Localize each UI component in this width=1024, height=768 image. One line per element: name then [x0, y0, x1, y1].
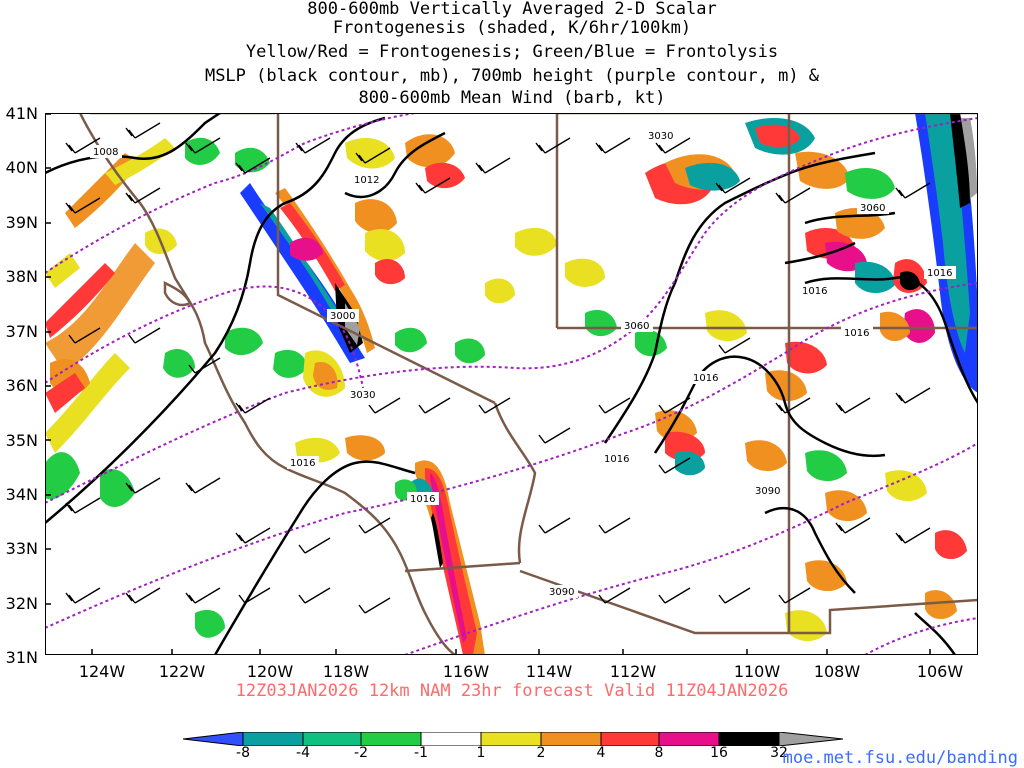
height-label: 3000 — [330, 311, 355, 322]
mslp-label: 1016 — [844, 328, 869, 339]
lon-label-108w: 108W — [813, 662, 861, 681]
lat-label-38n: 38N — [5, 267, 38, 286]
mslp-label: 1016 — [802, 286, 827, 297]
credit-url: moe.met.fsu.edu/banding — [782, 748, 1018, 768]
lon-label-112w: 112W — [609, 662, 657, 681]
political-borders — [78, 113, 978, 655]
lon-label-110w: 110W — [733, 662, 781, 681]
wind-barbs — [65, 122, 931, 614]
lon-label-114w: 114W — [525, 662, 573, 681]
colorbar-left-arrow — [183, 732, 244, 746]
title-line-4: MSLP (black contour, mb), 700mb height (… — [204, 66, 820, 86]
colorbar-swatch — [480, 732, 542, 746]
mslp-label: 1012 — [354, 175, 379, 186]
title-line-2: Frontogenesis (shaded, K/6hr/100km) — [332, 18, 692, 38]
height-label: 3030 — [350, 390, 375, 401]
height-label: 3060 — [624, 321, 649, 332]
title-line-5: 800-600mb Mean Wind (barb, kt) — [358, 88, 666, 108]
colorbar-label: 2 — [536, 745, 546, 761]
colorbar-swatch — [718, 732, 780, 746]
colorbar-label: -1 — [414, 745, 428, 761]
colorbar-label: -2 — [354, 745, 368, 761]
colorbar-swatch — [302, 732, 362, 746]
lat-label-31n: 31N — [5, 648, 38, 667]
frontogenesis-shading — [45, 113, 978, 655]
frontogenesis-map: 1008 1012 1016 1016 1016 1016 1016 1016 … — [45, 113, 978, 655]
colorbar-swatch — [420, 732, 482, 746]
lon-label-122w: 122W — [158, 662, 206, 681]
colorbar-swatch — [360, 732, 422, 746]
lat-label-41n: 41N — [5, 104, 38, 123]
lat-label-36n: 36N — [5, 376, 38, 395]
lat-label-39n: 39N — [5, 213, 38, 232]
lat-label-34n: 34N — [5, 485, 38, 504]
mslp-label: 1016 — [604, 454, 629, 465]
colorbar-swatch — [600, 732, 660, 746]
colorbar-label: 4 — [596, 745, 606, 761]
mslp-label: 1016 — [693, 373, 718, 384]
height-label: 3090 — [549, 587, 574, 598]
colorbar-swatch — [658, 732, 720, 746]
colorbar-label: 32 — [770, 745, 788, 761]
lat-label-35n: 35N — [5, 431, 38, 450]
lat-label-37n: 37N — [5, 322, 38, 341]
mslp-label: 1016 — [290, 458, 315, 469]
mslp-label: 1008 — [93, 147, 118, 158]
colorbar-swatch — [540, 732, 602, 746]
lon-label-120w: 120W — [246, 662, 294, 681]
lat-label-32n: 32N — [5, 594, 38, 613]
colorbar-swatch — [242, 732, 304, 746]
height-label: 3090 — [755, 486, 780, 497]
lon-label-124w: 124W — [78, 662, 126, 681]
contour-labels: 1008 1012 1016 1016 1016 1016 1016 1016 … — [90, 129, 956, 598]
height-label: 3030 — [648, 131, 673, 142]
lon-label-116w: 116W — [442, 662, 490, 681]
valid-time-line: 12Z03JAN2026 12km NAM 23hr forecast Vali… — [235, 681, 789, 701]
lat-label-40n: 40N — [5, 158, 38, 177]
lat-label-33n: 33N — [5, 539, 38, 558]
colorbar-label: -4 — [296, 745, 310, 761]
height-contours — [45, 113, 978, 655]
colorbar-right-arrow — [778, 732, 843, 746]
colorbar-label: 8 — [654, 745, 664, 761]
colorbar-label: 1 — [476, 745, 486, 761]
lon-label-106w: 106W — [916, 662, 964, 681]
mslp-label: 1016 — [410, 494, 435, 505]
mslp-contours — [45, 113, 978, 655]
colorbar-label: 16 — [710, 745, 728, 761]
title-line-1: 800-600mb Vertically Averaged 2-D Scalar — [307, 0, 717, 19]
title-line-3: Yellow/Red = Frontogenesis; Green/Blue =… — [245, 42, 779, 62]
colorbar-label: -8 — [236, 745, 250, 761]
lon-label-118w: 118W — [322, 662, 370, 681]
colorbar — [183, 732, 843, 746]
mslp-label: 1016 — [927, 268, 952, 279]
height-label: 3060 — [860, 203, 885, 214]
